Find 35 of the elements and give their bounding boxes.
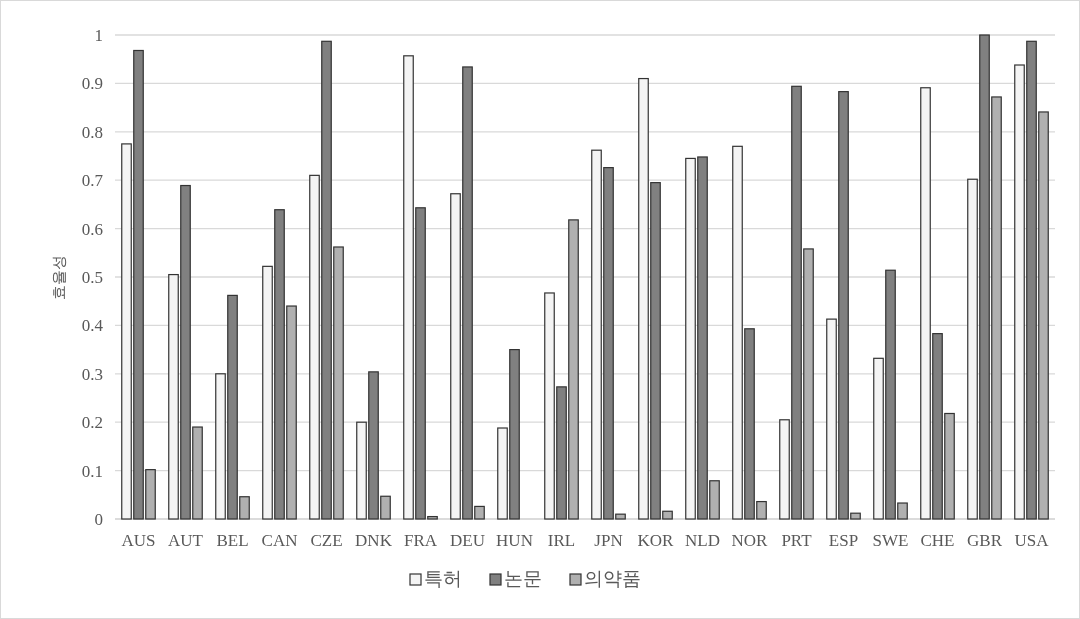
x-tick-label: CHE	[920, 531, 955, 550]
x-tick-label: USA	[1014, 531, 1050, 550]
y-tick-label: 0.4	[81, 316, 104, 336]
x-tick-label: NLD	[685, 531, 720, 550]
y-tick-label: 0.9	[81, 74, 103, 94]
x-tick-label: JPN	[594, 531, 623, 550]
y-tick-label: 1	[94, 26, 103, 45]
y-tick-label: 0.1	[81, 461, 103, 481]
x-tick-label: SWE	[872, 531, 909, 550]
y-tick-label: 0.6	[81, 219, 103, 239]
legend-label: 의약품	[584, 568, 641, 589]
x-tick-label: CZE	[310, 531, 343, 550]
x-tick-label: GBR	[967, 531, 1003, 550]
x-tick-label: AUT	[168, 531, 204, 550]
x-tick-label: BEL	[216, 531, 249, 550]
x-tick-label: FRA	[403, 531, 438, 550]
x-tick-label: AUS	[121, 531, 156, 550]
y-tick-label: 0.8	[81, 122, 103, 142]
y-axis-title: 효율성	[51, 254, 67, 300]
y-tick-label: 0.7	[81, 171, 104, 191]
x-tick-label: NOR	[731, 531, 769, 550]
x-tick-label: KOR	[637, 531, 675, 550]
x-tick-label: DEU	[450, 531, 485, 550]
x-tick-label: HUN	[496, 531, 533, 550]
y-tick-label: 0.2	[81, 413, 103, 433]
x-tick-label: CAN	[261, 531, 298, 550]
x-tick-label: PRT	[781, 531, 813, 550]
y-tick-label: 0.5	[81, 268, 103, 287]
legend-label: 논문	[504, 568, 542, 589]
legend-label: 특허	[424, 568, 462, 589]
x-tick-label: DNK	[355, 531, 393, 550]
x-tick-label: IRL	[547, 531, 576, 550]
x-tick-label: ESP	[828, 531, 859, 550]
y-tick-label: 0	[94, 510, 103, 529]
y-tick-label: 0.3	[81, 364, 103, 384]
